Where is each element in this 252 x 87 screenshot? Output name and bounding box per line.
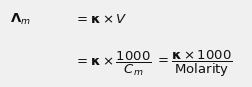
Text: $= \mathbf{\kappa} \times \dfrac{1000}{C_{m}}$: $= \mathbf{\kappa} \times \dfrac{1000}{C… [74, 50, 152, 78]
Text: $= \dfrac{\mathbf{\kappa} \times 1000}{\mathrm{Molarity}}$: $= \dfrac{\mathbf{\kappa} \times 1000}{\… [155, 49, 233, 79]
Text: $= \mathbf{\kappa} \times V$: $= \mathbf{\kappa} \times V$ [74, 13, 128, 26]
Text: $\mathbf{\Lambda}_{m}$: $\mathbf{\Lambda}_{m}$ [10, 12, 31, 27]
